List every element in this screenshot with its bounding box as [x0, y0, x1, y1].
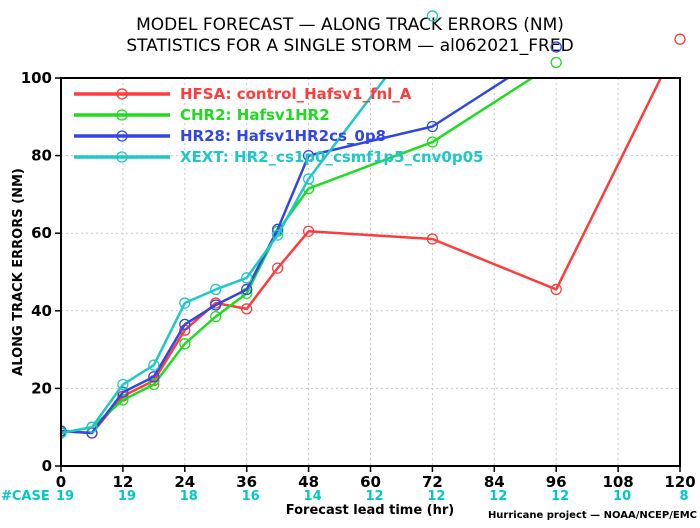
offscale-data-point	[674, 33, 686, 45]
footer-credit: Hurricane project — NOAA/NCEP/EMC	[488, 510, 697, 521]
legend: HFSA: control_Hafsv1_fnl_A CHR2: Hafsv1HR…	[74, 85, 483, 166]
x-tick-label: 108	[602, 473, 633, 491]
data-point	[426, 233, 439, 245]
y-tick-label: 60	[31, 224, 52, 242]
data-point	[148, 359, 160, 371]
case-count: 12	[489, 489, 507, 504]
y-tick-label: 100	[21, 69, 52, 87]
data-point	[271, 262, 284, 274]
case-count: 18	[180, 489, 198, 504]
data-point	[179, 338, 191, 350]
x-tick-label: 48	[298, 473, 319, 491]
x-axis-label: Forecast lead time (hr)	[286, 503, 454, 518]
x-tick-label: 0	[56, 473, 66, 491]
data-point	[86, 421, 98, 433]
legend-swatch-marker	[116, 88, 128, 100]
x-tick-label: 72	[422, 473, 443, 491]
case-count: 12	[551, 489, 569, 504]
case-count: 12	[427, 489, 445, 504]
data-point	[426, 120, 439, 133]
x-tick-label: 24	[174, 473, 195, 491]
x-tick-label: 12	[112, 473, 133, 491]
chart-title-line2: STATISTICS FOR A SINGLE STORM — al062021…	[126, 36, 573, 56]
legend-label: HFSA: control_Hafsv1_fnl_A	[180, 85, 412, 103]
data-point	[210, 299, 222, 311]
offscale-data-point	[550, 41, 562, 53]
legend-swatch-marker	[116, 151, 128, 163]
series-layer	[61, 78, 663, 439]
x-tick-label: 120	[664, 473, 695, 491]
y-axis-label: ALONG TRACK ERRORS (NM)	[11, 168, 26, 376]
data-point	[241, 272, 253, 284]
data-point	[302, 149, 315, 162]
data-point	[210, 283, 222, 296]
case-count: 16	[242, 489, 260, 504]
y-tick-label: 0	[42, 457, 52, 475]
offscale-data-point	[426, 10, 439, 22]
series-line	[61, 78, 387, 435]
case-count: 14	[304, 489, 322, 504]
legend-label: HR28: Hafsv1HR2cs_0p8	[180, 127, 386, 145]
y-tick-label: 40	[31, 302, 52, 320]
legend-swatch-marker	[116, 130, 128, 142]
series-line	[61, 78, 511, 435]
chart-title-line1: MODEL FORECAST — ALONG TRACK ERRORS (NM)	[136, 15, 564, 35]
case-counts: 19 19 18 16 14 12 12 12 12 10 8	[56, 489, 689, 504]
data-point	[179, 318, 191, 331]
data-point	[148, 371, 160, 383]
case-count: 10	[613, 489, 631, 504]
data-point	[148, 378, 160, 391]
case-count: 12	[365, 489, 383, 504]
data-point	[426, 136, 439, 148]
data-point	[210, 310, 222, 323]
data-point	[61, 427, 67, 439]
y-tick-label: 20	[31, 379, 52, 397]
data-point	[241, 303, 253, 315]
axis-ticks: 0 12 24 36 48 60 72 84 96 108 120 0 20 40 60 80 100	[21, 69, 696, 491]
legend-swatch-marker	[116, 109, 128, 121]
data-point	[302, 173, 315, 185]
series-line	[61, 78, 535, 435]
data-point	[302, 225, 315, 237]
data-point	[179, 297, 191, 309]
case-label: #CASE	[1, 489, 50, 504]
y-tick-label: 80	[31, 147, 52, 165]
legend-label: XEXT: HR2_cs1p0_csmf1p5_cnv0p05	[180, 148, 483, 166]
x-tick-label: 84	[484, 473, 505, 491]
offscale-markers	[426, 10, 686, 69]
x-tick-label: 36	[236, 473, 257, 491]
case-count: 8	[679, 489, 688, 504]
grid-lines	[61, 78, 680, 466]
data-point	[117, 378, 129, 391]
data-point	[550, 283, 562, 296]
x-tick-label: 96	[546, 473, 567, 491]
x-tick-label: 60	[360, 473, 381, 491]
legend-label: CHR2: Hafsv1HR2	[180, 106, 330, 124]
offscale-data-point	[550, 56, 562, 69]
data-point	[271, 229, 284, 241]
case-count: 19	[56, 489, 74, 504]
data-point	[241, 283, 253, 296]
case-count: 19	[118, 489, 136, 504]
